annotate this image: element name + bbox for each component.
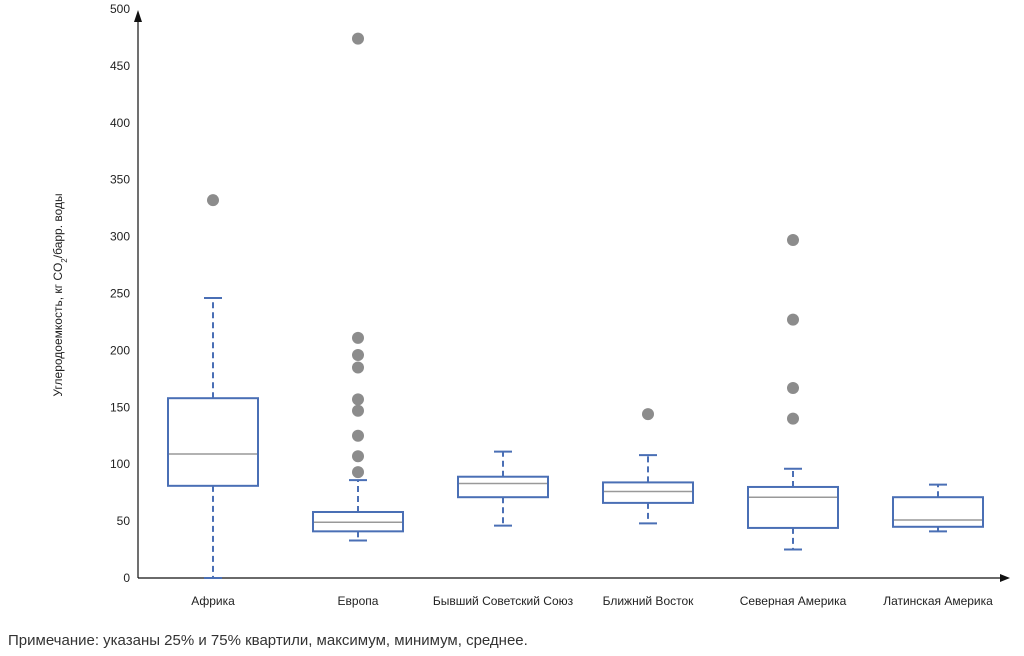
- category-label: Бывший Советский Союз: [433, 594, 574, 608]
- outlier-point: [352, 393, 364, 406]
- box-group: [892, 483, 984, 533]
- y-tick-label: 500: [110, 2, 130, 16]
- category-label: Северная Америка: [740, 594, 847, 608]
- category-labels: Африка Европа Бывший Советский Союз Ближний…: [191, 594, 993, 608]
- y-tick-label: 150: [110, 400, 130, 414]
- category-label: Африка: [191, 594, 235, 608]
- category-label: Европа: [338, 594, 379, 608]
- box-group: [457, 450, 549, 527]
- y-tick-label: 450: [110, 59, 130, 73]
- outlier-point: [787, 412, 799, 425]
- category-label: Ближний Восток: [603, 594, 695, 608]
- outlier-point: [352, 466, 364, 479]
- outlier-point: [352, 348, 364, 361]
- box-iqr: [892, 496, 984, 528]
- box-iqr: [167, 397, 259, 487]
- y-tick-label: 400: [110, 116, 130, 130]
- outlier-point: [787, 381, 799, 394]
- box-iqr: [457, 475, 549, 499]
- y-tick-label: 250: [110, 287, 130, 301]
- outlier-point: [352, 331, 364, 344]
- y-tick-label: 200: [110, 343, 130, 357]
- x-axis-arrow: [1000, 574, 1010, 582]
- outlier-point: [642, 408, 654, 421]
- box-iqr: [602, 481, 694, 504]
- outlier-point: [352, 404, 364, 417]
- y-tick-label: 100: [110, 457, 130, 471]
- outlier-point: [352, 429, 364, 442]
- box-group: [602, 408, 694, 525]
- y-axis-label: Углеродоемкость, кг CO2/барр. воды: [51, 193, 69, 396]
- axes: [134, 10, 1010, 582]
- box-group: [747, 234, 839, 551]
- y-tick-label: 350: [110, 173, 130, 187]
- y-axis-arrow: [134, 10, 142, 22]
- outlier-point: [787, 234, 799, 247]
- outlier-point: [352, 32, 364, 45]
- y-tick-label: 0: [123, 571, 130, 585]
- boxes: [167, 32, 984, 579]
- boxplot-chart: 0 50 100 150 200 250 300 350 400 450 500 Африка Евр…: [51, 2, 1010, 608]
- y-tick-label: 300: [110, 230, 130, 244]
- outlier-point: [352, 361, 364, 374]
- y-ticks: 0 50 100 150 200 250 300 350 400 450 500: [110, 2, 130, 585]
- y-tick-label: 50: [117, 514, 131, 528]
- footnote: Примечание: указаны 25% и 75% квартили, …: [8, 632, 528, 649]
- outlier-point: [352, 450, 364, 463]
- box-group: [167, 194, 259, 579]
- box-group: [312, 32, 404, 542]
- outlier-point: [207, 194, 219, 207]
- outlier-point: [787, 313, 799, 326]
- box-iqr: [747, 485, 839, 529]
- category-label: Латинская Америка: [883, 594, 993, 608]
